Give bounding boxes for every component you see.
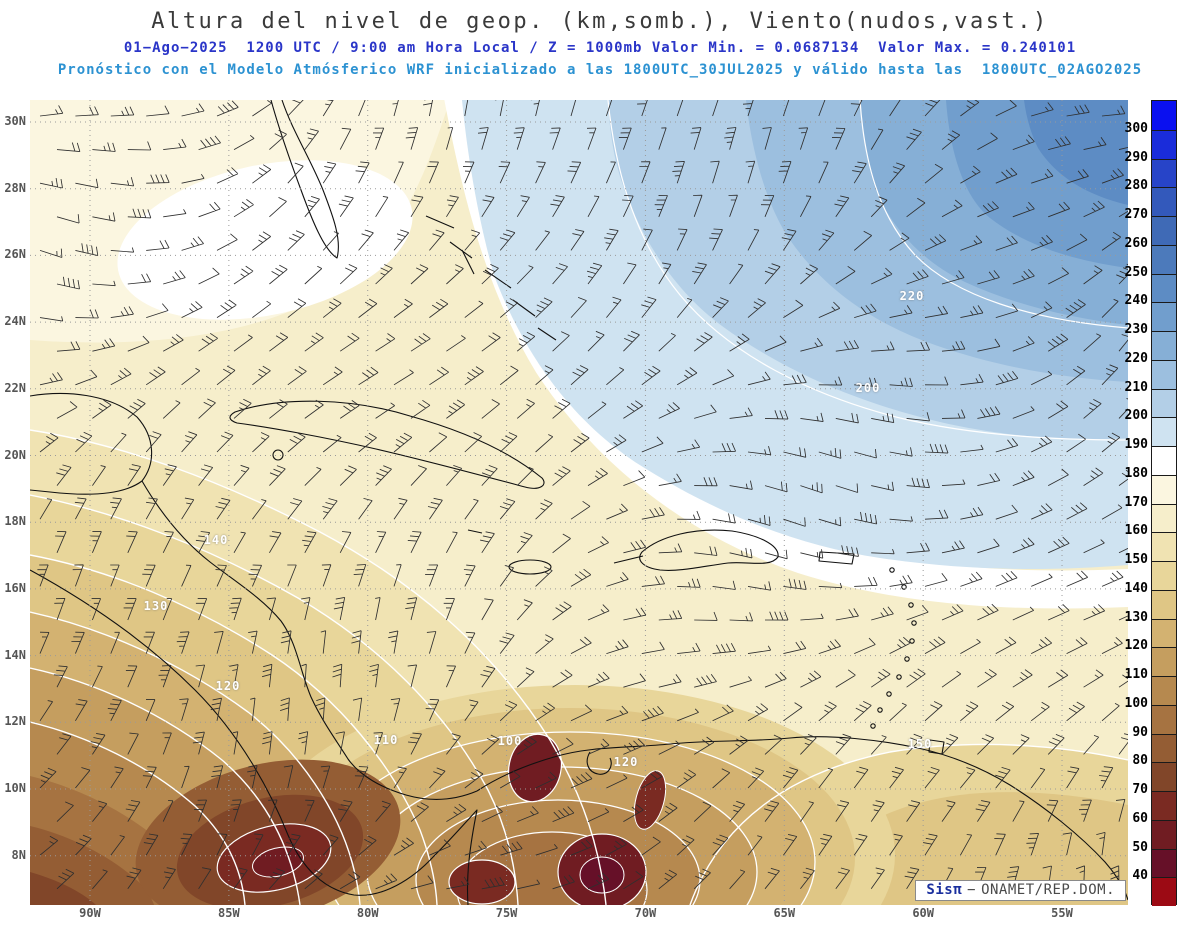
colorbar-cell xyxy=(1152,503,1176,533)
longitude-axis: 90W 85W 80W 75W 70W 65W 60W 55W xyxy=(30,906,1128,924)
lon-tick-label: 90W xyxy=(79,906,101,920)
colorbar-label: 90 xyxy=(1132,724,1148,740)
colorbar-cell xyxy=(1152,733,1176,763)
subtitle-model-run: Pronóstico con el Modelo Atmósferico WRF… xyxy=(57,62,1143,78)
map-plot-area: 220 200 140 130 120 110 100 120 150 Sisπ − ONAMET/… xyxy=(30,100,1128,905)
colorbar-label: 60 xyxy=(1132,810,1148,826)
colorbar-label: 260 xyxy=(1124,235,1148,251)
colorbar-label: 220 xyxy=(1124,350,1148,366)
lat-tick-label: 8N xyxy=(11,847,26,862)
colorbar: 300 290 280 270 260 250 240 230 220 210 200 190 180 1… xyxy=(1096,100,1200,906)
colorbar-cell xyxy=(1152,273,1176,303)
lat-tick-label: 10N xyxy=(4,781,26,795)
lat-tick-label: 26N xyxy=(4,247,26,262)
lat-tick-label: 30N xyxy=(4,114,26,128)
branding-org: ONAMET/REP.DOM. xyxy=(981,882,1115,898)
lon-tick-label: 70W xyxy=(634,906,657,920)
colorbar-cell xyxy=(1152,762,1176,791)
colorbar-cell xyxy=(1152,704,1176,734)
colorbar-cells xyxy=(1151,100,1177,906)
colorbar-label: 200 xyxy=(1124,408,1148,424)
colorbar-cell xyxy=(1152,446,1176,475)
colorbar-cell xyxy=(1152,561,1176,590)
colorbar-label: 210 xyxy=(1124,379,1148,395)
wind-barbs-layer xyxy=(37,100,1128,890)
colorbar-label: 130 xyxy=(1124,609,1148,625)
colorbar-cell xyxy=(1152,417,1176,446)
colorbar-cell xyxy=(1152,244,1176,274)
colorbar-cell xyxy=(1152,676,1176,705)
lon-tick-label: 65W xyxy=(773,906,796,920)
lon-tick-label: 75W xyxy=(495,906,518,920)
colorbar-label: 120 xyxy=(1124,638,1148,654)
branding-separator: − xyxy=(967,882,977,898)
colorbar-cell xyxy=(1152,589,1176,619)
latitude-axis: 30N 28N 26N 24N 22N 20N 18N 16N 14N 12N 10N 8N xyxy=(0,100,28,905)
colorbar-label: 270 xyxy=(1124,207,1148,222)
lat-tick-label: 22N xyxy=(4,380,26,395)
lon-tick-label: 60W xyxy=(912,906,934,920)
colorbar-cell xyxy=(1152,532,1176,561)
colorbar-cell xyxy=(1152,158,1176,188)
page-title: Altura del nivel de geop. (km,somb.), Vi… xyxy=(151,9,1049,34)
colorbar-label: 300 xyxy=(1124,120,1148,136)
colorbar-label: 40 xyxy=(1132,868,1148,884)
lat-tick-label: 14N xyxy=(4,647,26,662)
colorbar-label: 170 xyxy=(1124,494,1148,510)
colorbar-label: 150 xyxy=(1124,552,1148,567)
colorbar-label: 80 xyxy=(1132,753,1148,769)
colorbar-label: 100 xyxy=(1124,695,1148,711)
wind-barbs-path xyxy=(37,100,1128,890)
colorbar-cell xyxy=(1152,302,1176,331)
lat-tick-label: 28N xyxy=(4,180,26,195)
colorbar-cell xyxy=(1152,819,1176,849)
colorbar-label: 250 xyxy=(1124,264,1148,280)
branding-box: Sisπ − ONAMET/REP.DOM. xyxy=(915,880,1126,901)
colorbar-cell xyxy=(1152,618,1176,648)
colorbar-cell xyxy=(1152,388,1176,418)
lat-tick-label: 16N xyxy=(4,580,26,595)
subtitle-valid-time: 01−Ago−2025 1200 UTC / 9:00 am Hora Loca… xyxy=(123,40,1077,56)
lat-tick-label: 18N xyxy=(4,514,26,529)
colorbar-label: 50 xyxy=(1132,839,1148,855)
colorbar-label: 190 xyxy=(1124,437,1148,452)
colorbar-cell xyxy=(1152,877,1176,906)
colorbar-label: 180 xyxy=(1124,465,1148,481)
lat-tick-label: 24N xyxy=(4,314,26,329)
colorbar-cell xyxy=(1152,474,1176,504)
colorbar-label: 240 xyxy=(1124,293,1148,309)
colorbar-label: 110 xyxy=(1124,667,1148,682)
lesser-antilles-islands xyxy=(870,567,917,729)
lon-tick-label: 55W xyxy=(1051,906,1073,920)
colorbar-cell xyxy=(1152,791,1176,820)
shaded-field-layer xyxy=(30,100,1128,905)
colorbar-cell xyxy=(1152,101,1176,130)
colorbar-label: 290 xyxy=(1124,149,1148,165)
colorbar-label: 70 xyxy=(1132,782,1148,797)
colorbar-cell xyxy=(1152,129,1176,159)
colorbar-label: 140 xyxy=(1124,580,1148,596)
lat-tick-label: 20N xyxy=(4,447,26,462)
lon-tick-label: 85W xyxy=(218,906,240,920)
sispi-logo: Sisπ xyxy=(926,882,963,898)
lat-tick-label: 12N xyxy=(4,714,26,729)
coastlines-layer xyxy=(30,100,1128,905)
colorbar-label: 230 xyxy=(1124,322,1148,337)
colorbar-cell xyxy=(1152,187,1176,216)
colorbar-cell xyxy=(1152,216,1176,245)
lon-tick-label: 80W xyxy=(356,906,379,920)
colorbar-cell xyxy=(1152,331,1176,360)
colorbar-cell xyxy=(1152,359,1176,389)
colorbar-cell xyxy=(1152,647,1176,676)
colorbar-label: 160 xyxy=(1124,523,1148,539)
weather-map-canvas xyxy=(30,100,1128,905)
colorbar-cell xyxy=(1152,848,1176,878)
colorbar-label: 280 xyxy=(1124,178,1148,194)
